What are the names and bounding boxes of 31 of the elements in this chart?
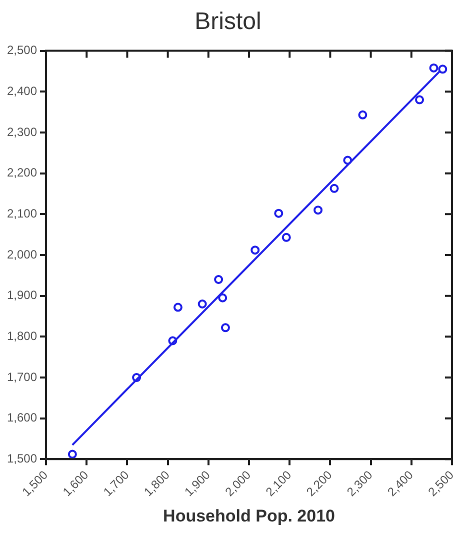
point — [173, 302, 182, 312]
point — [330, 184, 339, 193]
y-tick-label: 1,700 — [7, 370, 38, 384]
y-tick-label: 2,400 — [7, 84, 38, 98]
point — [429, 63, 438, 72]
y-tick-label: 2,500 — [7, 43, 38, 58]
y-tick-label: 1,800 — [7, 328, 38, 343]
point — [314, 206, 323, 215]
y-tick-label: 2,300 — [7, 124, 38, 139]
point — [132, 373, 142, 382]
point — [218, 293, 228, 302]
y-tick-label: 1,600 — [7, 410, 38, 425]
x-axis-title: Household Pop. 2010 — [163, 506, 335, 526]
point — [68, 450, 77, 459]
y-tick-label: 1,500 — [7, 451, 38, 466]
y-tick-label: 1,900 — [7, 288, 38, 302]
point — [198, 300, 207, 308]
y-tick-label: 2,000 — [7, 247, 38, 262]
point — [250, 246, 260, 255]
point — [343, 156, 352, 165]
point — [220, 323, 230, 332]
y-tick-label: 2,200 — [7, 166, 38, 180]
chart-title: Bristol — [194, 8, 262, 36]
point — [358, 110, 368, 120]
point — [282, 232, 291, 242]
point — [274, 208, 284, 218]
point — [214, 274, 224, 284]
y-tick-label: 2,100 — [7, 206, 38, 220]
point — [415, 95, 424, 104]
point — [438, 64, 448, 74]
point — [168, 336, 178, 346]
